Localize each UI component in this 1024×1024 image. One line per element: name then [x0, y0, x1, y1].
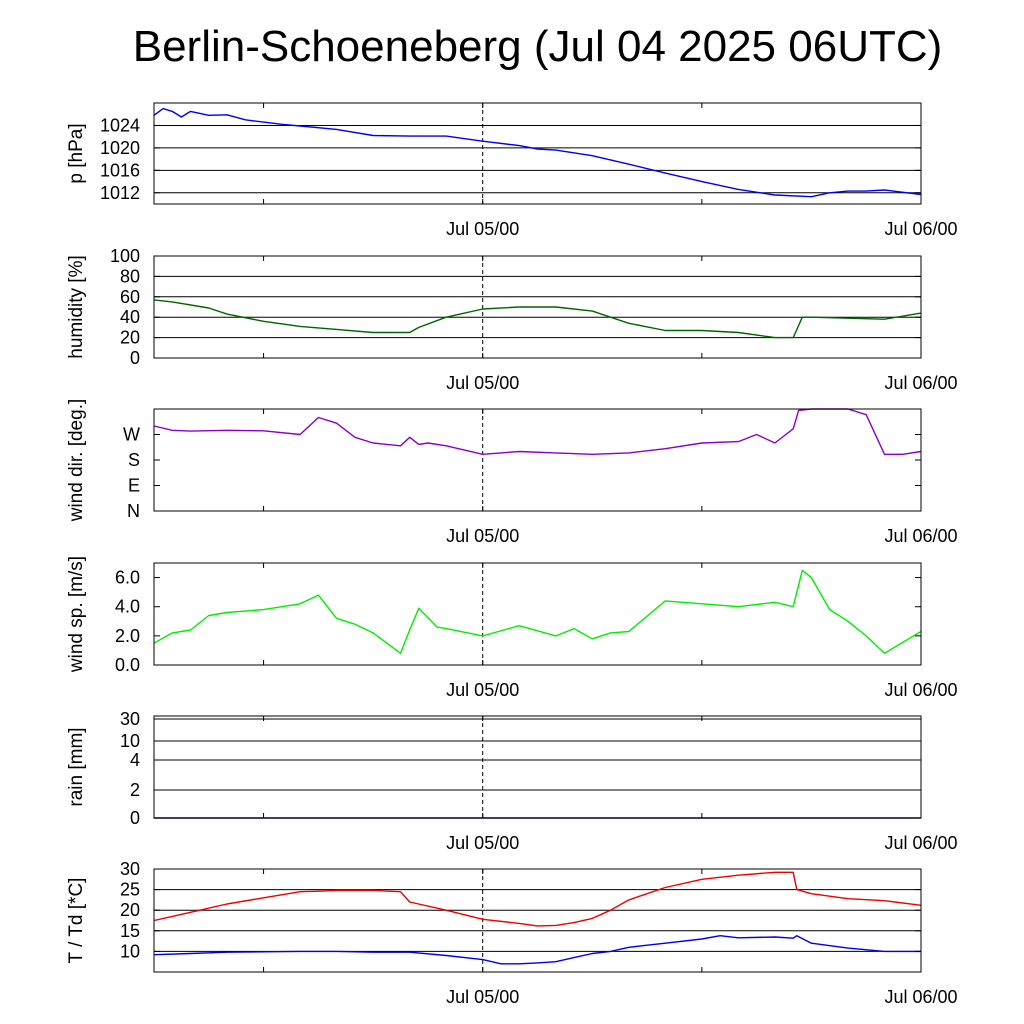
y-axis-label: humidity [%]	[66, 255, 87, 358]
y-tick-label: 25	[120, 880, 140, 900]
y-tick-label: E	[128, 476, 140, 496]
y-tick-label: 1016	[100, 160, 140, 180]
series-line-0	[153, 299, 922, 339]
y-tick-label: 15	[120, 921, 140, 941]
y-tick-label: 0.0	[115, 655, 140, 675]
y-tick-label: 10	[120, 941, 140, 961]
y-tick-label: 2	[130, 780, 140, 800]
y-tick-label: 0	[130, 808, 140, 828]
y-tick-label: 80	[120, 266, 140, 286]
plot-frame	[153, 408, 922, 512]
plot-frame	[153, 715, 922, 819]
panel-wind-speed: 0.0 2.0 4.0 6.0 wind sp. [m/s] Jul 05/00 Jul 0…	[66, 556, 958, 700]
x-date-label: Jul 05/00	[446, 680, 519, 700]
series-line-0	[153, 871, 922, 927]
y-tick-label: 1020	[100, 138, 140, 158]
plot-frame	[153, 102, 922, 205]
plot-frame	[153, 562, 922, 666]
y-tick-label: 40	[120, 307, 140, 327]
x-date-label: Jul 05/00	[446, 833, 519, 853]
series-line-1	[153, 935, 921, 965]
y-axis-label: rain [mm]	[66, 727, 87, 806]
y-axis-label: wind sp. [m/s]	[66, 556, 87, 673]
series-line-0	[153, 408, 922, 455]
y-tick-label: 30	[120, 859, 140, 879]
y-tick-label: 10	[120, 731, 140, 751]
y-tick-label: 20	[120, 328, 140, 348]
y-tick-label: 0	[130, 348, 140, 368]
x-date-label: Jul 05/00	[446, 987, 519, 1007]
x-date-label: Jul 06/00	[884, 526, 957, 546]
y-tick-label: 2.0	[115, 626, 140, 646]
y-tick-label: 4	[130, 750, 140, 770]
y-tick-label: S	[128, 450, 140, 470]
y-tick-label: 1012	[100, 183, 140, 203]
plot-frame	[153, 255, 922, 359]
x-date-label: Jul 06/00	[884, 833, 957, 853]
y-tick-label: N	[127, 501, 140, 521]
x-date-label: Jul 06/00	[884, 987, 957, 1007]
y-tick-label: 100	[110, 246, 140, 266]
y-tick-label: 1024	[100, 115, 140, 135]
y-tick-label: W	[123, 425, 140, 445]
x-date-label: Jul 06/00	[884, 680, 957, 700]
y-axis-label: p [hPa]	[66, 123, 87, 183]
y-tick-label: 20	[120, 900, 140, 920]
x-date-label: Jul 05/00	[446, 373, 519, 393]
series-line-0	[153, 107, 922, 198]
x-date-label: Jul 06/00	[884, 219, 957, 239]
plot-frame	[153, 868, 922, 973]
x-date-label: Jul 06/00	[884, 373, 957, 393]
y-tick-label: 30	[120, 709, 140, 729]
y-tick-label: 60	[120, 287, 140, 307]
y-tick-label: 6.0	[115, 568, 140, 588]
x-date-label: Jul 05/00	[446, 219, 519, 239]
series-line-0	[153, 569, 922, 654]
x-date-label: Jul 05/00	[446, 526, 519, 546]
y-tick-label: 4.0	[115, 597, 140, 617]
y-axis-label: T / Td [*C]	[66, 878, 87, 964]
chart-title: Berlin-Schoeneberg (Jul 04 2025 06UTC)	[132, 22, 943, 71]
y-axis-label: wind dir. [deg.]	[66, 399, 87, 523]
